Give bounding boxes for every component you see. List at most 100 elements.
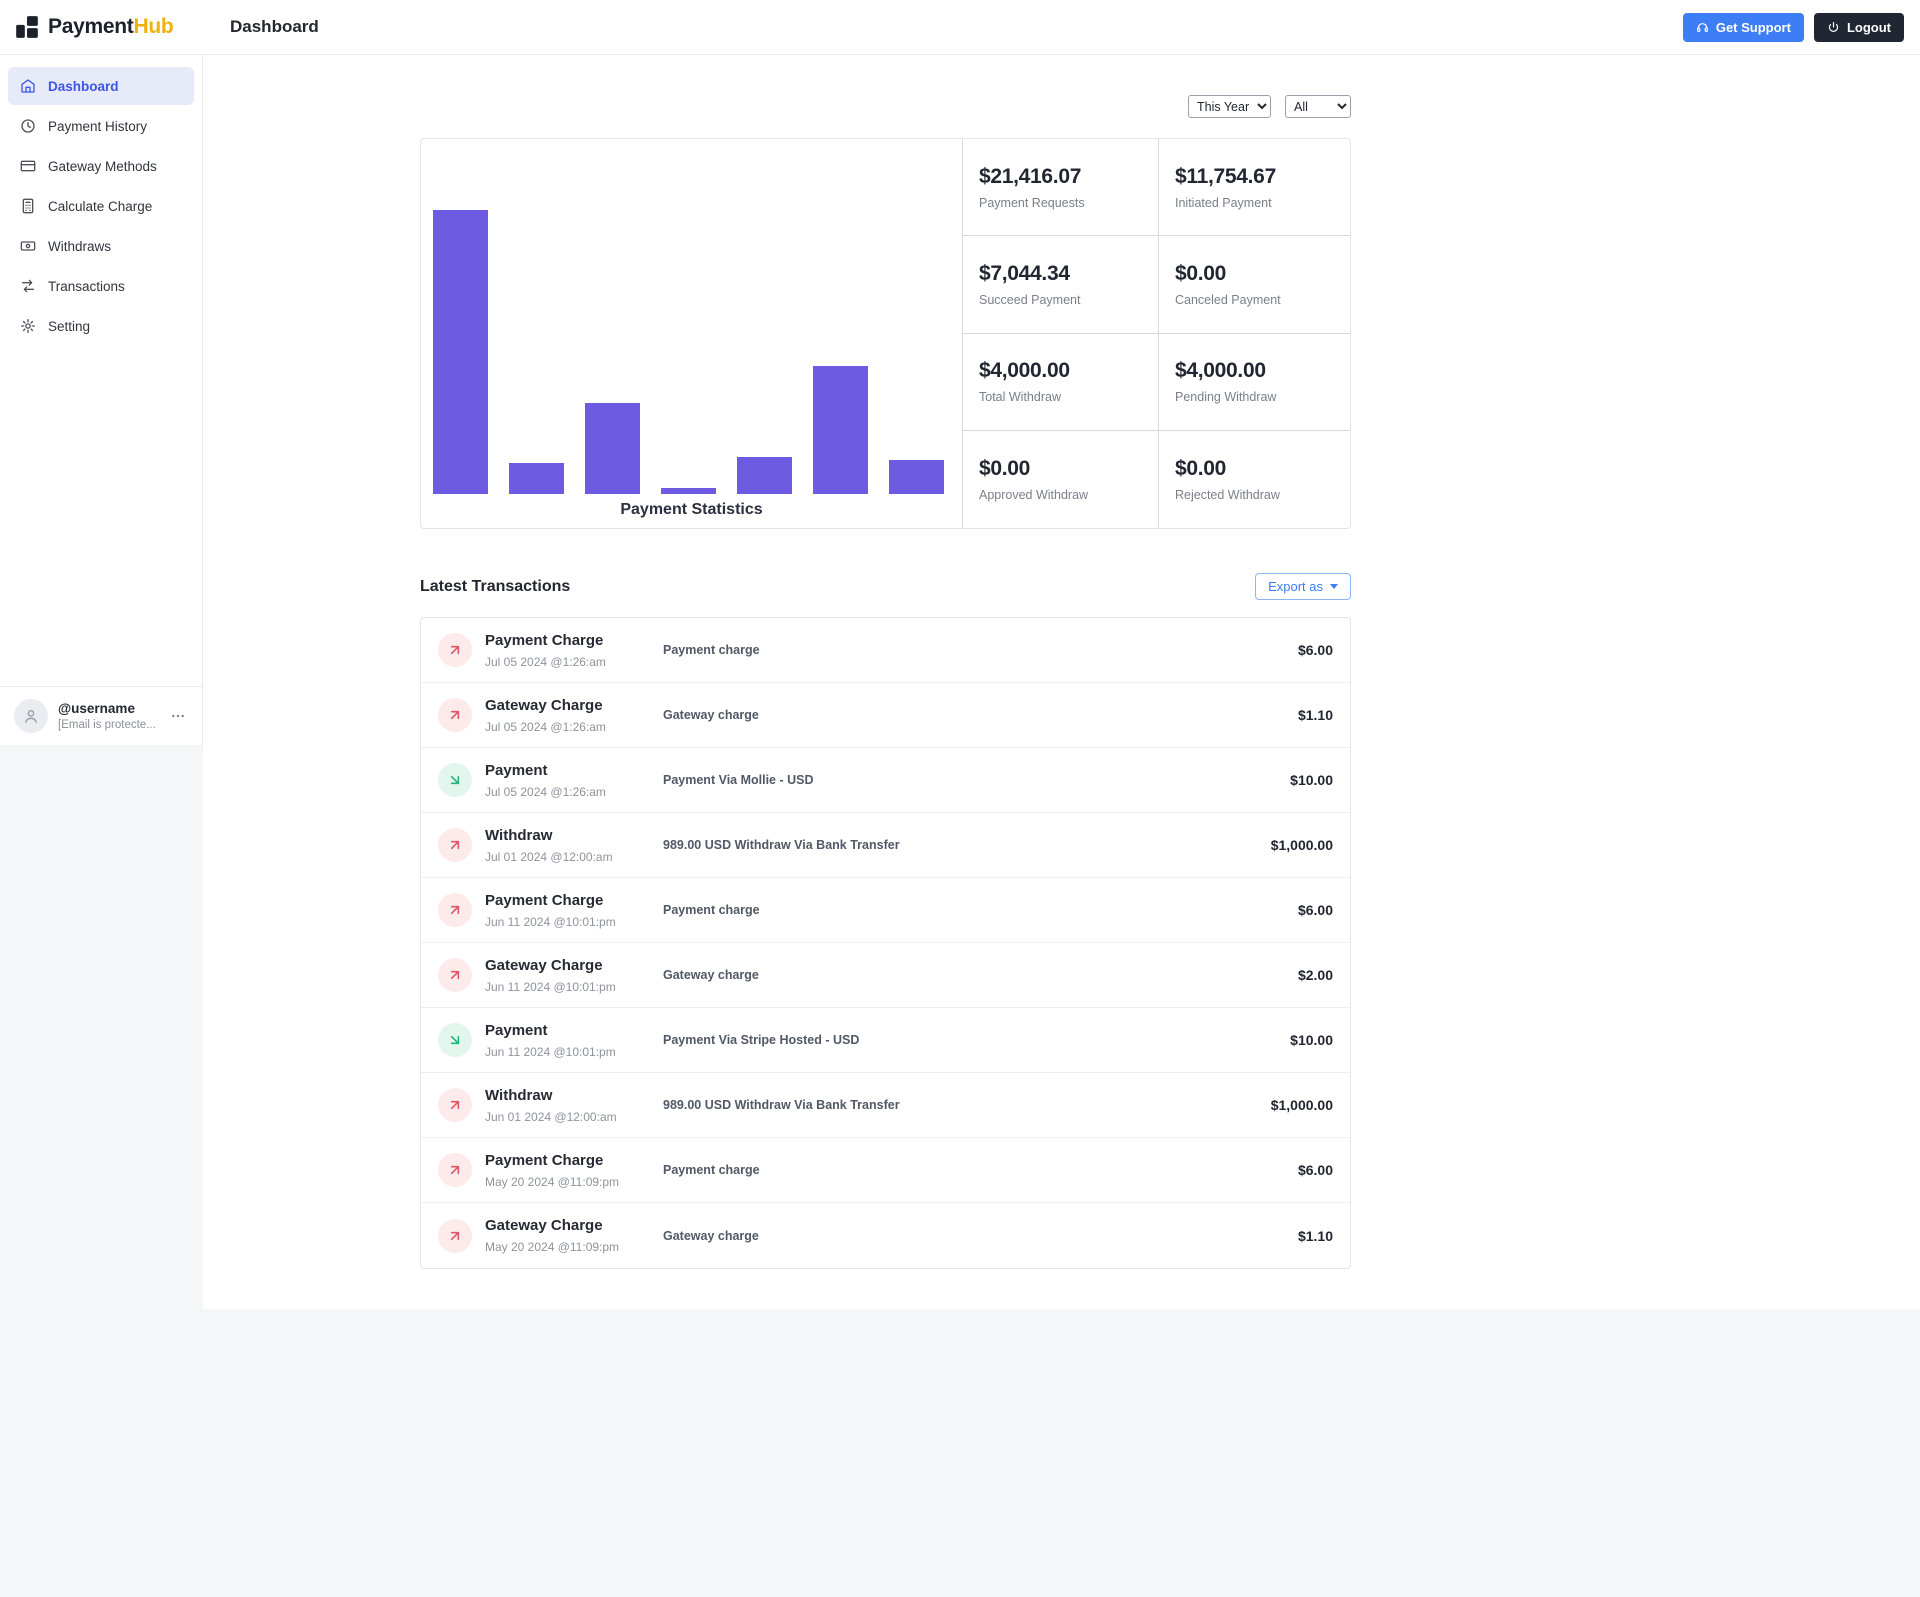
transaction-row[interactable]: Withdraw Jul 01 2024 @12:00:am 989.00 US… <box>421 813 1350 878</box>
sidebar-nav: Dashboard Payment History Gateway Method… <box>0 55 202 347</box>
power-icon <box>1827 21 1840 34</box>
stat-cell: $4,000.00 Pending Withdraw <box>1158 333 1350 431</box>
export-as-button[interactable]: Export as <box>1255 573 1351 600</box>
transaction-row[interactable]: Payment Charge Jun 11 2024 @10:01:pm Pay… <box>421 878 1350 943</box>
period-select[interactable]: This Year <box>1188 95 1271 118</box>
chart-title: Payment Statistics <box>620 501 763 518</box>
transaction-amount: $10.00 <box>1290 1032 1333 1048</box>
sidebar-item-label: Calculate Charge <box>48 198 153 214</box>
main-content: This Year All Payment Statistics $21,416… <box>203 55 1920 1309</box>
transaction-description: 989.00 USD Withdraw Via Bank Transfer <box>663 1098 900 1112</box>
page-title: Dashboard <box>230 17 319 36</box>
transaction-amount: $2.00 <box>1297 967 1333 983</box>
sidebar-item-label: Setting <box>48 318 91 334</box>
username: @username <box>58 701 135 716</box>
transaction-description: Gateway charge <box>663 708 759 722</box>
bar <box>737 457 792 494</box>
stat-value: $0.00 <box>1175 261 1227 285</box>
transaction-direction-icon <box>438 1218 472 1253</box>
sidebar-item-label: Dashboard <box>48 78 119 94</box>
transaction-row[interactable]: Payment Charge May 20 2024 @11:09:pm Pay… <box>421 1138 1350 1203</box>
transactions-header: Latest Transactions Export as <box>420 573 1351 600</box>
transaction-row[interactable]: Gateway Charge May 20 2024 @11:09:pm Gat… <box>421 1203 1350 1268</box>
sidebar-item-calculate-charge[interactable]: Calculate Charge <box>8 187 194 225</box>
transaction-row[interactable]: Payment Jul 05 2024 @1:26:am Payment Via… <box>421 748 1350 813</box>
stat-cell: $4,000.00 Total Withdraw <box>963 334 1158 431</box>
stat-cell: $7,044.34 Succeed Payment <box>963 236 1158 334</box>
bar <box>661 488 716 494</box>
stat-value: $0.00 <box>1175 456 1227 480</box>
brand-logo: PaymentHub <box>0 14 203 40</box>
transaction-main: Payment Charge Jul 05 2024 @1:26:am <box>485 632 663 669</box>
bar-chart <box>433 210 944 494</box>
transaction-amount: $6.00 <box>1297 1162 1333 1178</box>
payment-statistics-card: Payment Statistics $21,416.07 Payment Re… <box>420 138 1351 529</box>
transaction-direction-icon <box>438 828 472 862</box>
sidebar-item-withdraws[interactable]: Withdraws <box>8 227 194 265</box>
sidebar: Dashboard Payment History Gateway Method… <box>0 55 203 745</box>
transaction-title: Payment <box>485 1021 548 1039</box>
transaction-amount: $1.10 <box>1297 1227 1333 1244</box>
transaction-direction-icon <box>438 958 472 992</box>
transaction-amount: $1,000.00 <box>1270 1097 1333 1113</box>
transaction-date: Jul 01 2024 @12:00:am <box>485 849 613 864</box>
stat-value: $4,000.00 <box>979 359 1070 383</box>
sidebar-item-label: Withdraws <box>48 238 112 254</box>
transaction-date: Jul 05 2024 @1:26:am <box>485 784 606 799</box>
transaction-main: Payment Charge May 20 2024 @11:09:pm <box>485 1152 663 1189</box>
user-meta: @username [Email is protecte... <box>58 701 156 731</box>
transaction-row[interactable]: Withdraw Jun 01 2024 @12:00:am 989.00 US… <box>421 1073 1350 1138</box>
transaction-main: Gateway Charge Jun 11 2024 @10:01:pm <box>485 957 663 994</box>
transaction-row[interactable]: Payment Charge Jul 05 2024 @1:26:am Paym… <box>421 618 1350 683</box>
chart-region: Payment Statistics <box>421 139 962 528</box>
stat-value: $11,754.67 <box>1175 164 1276 188</box>
stat-value: $4,000.00 <box>1175 359 1266 383</box>
stat-label: Initiated Payment <box>1175 195 1272 210</box>
stat-label: Payment Requests <box>979 195 1085 210</box>
calculator-icon <box>20 198 36 214</box>
sidebar-item-payment-history[interactable]: Payment History <box>8 107 194 145</box>
sidebar-item-dashboard[interactable]: Dashboard <box>8 67 194 105</box>
user-card: @username [Email is protecte... <box>0 686 202 745</box>
sidebar-item-setting[interactable]: Setting <box>8 307 194 345</box>
stat-label: Pending Withdraw <box>1175 390 1277 405</box>
scope-select[interactable]: All <box>1285 95 1351 118</box>
get-support-button[interactable]: Get Support <box>1682 12 1804 42</box>
transaction-amount: $1,000.00 <box>1270 837 1333 853</box>
transaction-title: Payment Charge <box>485 631 604 649</box>
transaction-date: Jul 05 2024 @1:26:am <box>485 654 606 669</box>
user-menu-button[interactable] <box>168 706 188 726</box>
transaction-direction-icon <box>438 1088 472 1122</box>
transaction-direction-icon <box>438 1153 472 1187</box>
transaction-date: Jun 11 2024 @10:01:pm <box>485 1044 616 1059</box>
transaction-row[interactable]: Gateway Charge Jul 05 2024 @1:26:am Gate… <box>421 683 1350 748</box>
filters-row: This Year All <box>420 95 1351 118</box>
transaction-main: Gateway Charge May 20 2024 @11:09:pm <box>485 1217 663 1254</box>
transactions-list: Payment Charge Jul 05 2024 @1:26:am Paym… <box>420 617 1351 1269</box>
stat-cell: $0.00 Canceled Payment <box>1158 236 1350 334</box>
transaction-title: Payment <box>485 761 548 779</box>
transaction-date: Jun 11 2024 @10:01:pm <box>485 979 616 994</box>
stat-label: Canceled Payment <box>1175 292 1281 307</box>
stat-cell: $0.00 Approved Withdraw <box>963 431 1158 528</box>
transaction-description: Gateway charge <box>663 1228 759 1243</box>
transaction-description: Payment charge <box>663 1163 760 1177</box>
transaction-direction-icon <box>438 763 472 797</box>
transaction-main: Withdraw Jun 01 2024 @12:00:am <box>485 1087 663 1124</box>
ellipsis-icon <box>170 708 186 724</box>
transaction-description: Payment Via Mollie - USD <box>663 773 814 787</box>
transaction-row[interactable]: Payment Jun 11 2024 @10:01:pm Payment Vi… <box>421 1008 1350 1073</box>
transaction-date: Jun 11 2024 @10:01:pm <box>485 914 616 929</box>
transaction-direction-icon <box>438 633 472 667</box>
transfer-icon <box>20 278 36 294</box>
transaction-description: Payment charge <box>663 903 760 917</box>
avatar <box>14 699 48 733</box>
bar <box>813 366 868 494</box>
transaction-title: Payment Charge <box>485 891 604 909</box>
logout-button[interactable]: Logout <box>1813 12 1904 42</box>
sidebar-item-transactions[interactable]: Transactions <box>8 267 194 305</box>
transaction-title: Gateway Charge <box>485 1217 603 1234</box>
transaction-row[interactable]: Gateway Charge Jun 11 2024 @10:01:pm Gat… <box>421 943 1350 1008</box>
bar <box>433 210 488 494</box>
sidebar-item-gateway-methods[interactable]: Gateway Methods <box>8 147 194 185</box>
